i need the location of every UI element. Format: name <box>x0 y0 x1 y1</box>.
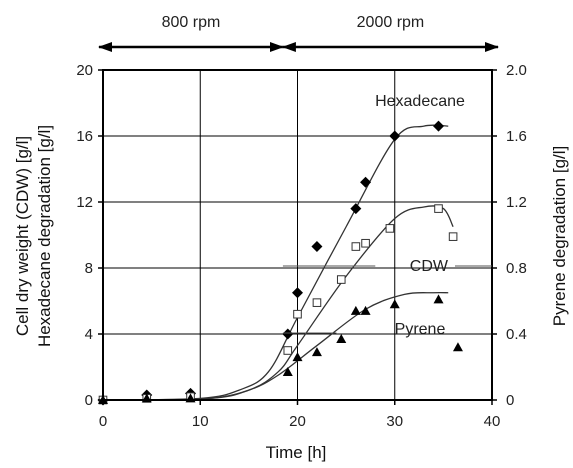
pyrene-point-11 <box>452 342 463 352</box>
x-tick-label-4: 40 <box>484 413 501 430</box>
x-tick-label-0: 0 <box>99 413 107 430</box>
cdw-point-9 <box>385 224 395 233</box>
y-right-tick-label-4: 1.6 <box>506 128 527 145</box>
fit-curves <box>102 124 454 401</box>
phase-label-0: 800 rpm <box>162 14 221 31</box>
fit-curve-pyrene <box>102 291 449 401</box>
grid-lines <box>103 70 492 400</box>
hexadecane-point-4 <box>292 287 303 299</box>
cdw-point-8 <box>361 238 370 248</box>
y-left-tick-labels: 0 4 8 12 16 20 <box>76 62 103 409</box>
series-labels: Hexadecane CDW Pyrene <box>282 93 492 338</box>
cdw-point-7 <box>351 242 361 251</box>
fit-curve-cdw <box>102 205 454 401</box>
y-axis-left-label-line1: Cell dry weight (CDW) [g/l] <box>13 136 32 336</box>
hexadecane-point-9 <box>433 120 445 132</box>
fit-curve-hexadecane <box>102 124 449 401</box>
x-axis-label: Time [h] <box>266 443 327 462</box>
x-tick-labels: 0 10 20 30 40 <box>99 400 501 430</box>
y-right-tick-label-1: 0.4 <box>506 326 527 343</box>
hexadecane-point-6 <box>350 203 362 215</box>
y-left-tick-label-4: 16 <box>76 128 93 145</box>
data-points <box>97 120 463 406</box>
pyrene-point-10 <box>433 294 444 304</box>
rpm-phases: 800 rpm 2000 rpm <box>98 14 499 52</box>
hexadecane-point-7 <box>360 176 372 188</box>
phase-label-1: 2000 rpm <box>357 14 425 31</box>
y-right-tick-label-3: 1.2 <box>506 194 527 211</box>
cdw-point-3 <box>283 346 293 355</box>
y-left-tick-label-5: 20 <box>76 62 93 79</box>
pyrene-point-9 <box>389 299 400 309</box>
series-label-hexadecane: Hexadecane <box>375 93 465 110</box>
pyrene-point-5 <box>311 347 322 357</box>
x-tick-label-1: 10 <box>192 413 209 430</box>
y-right-tick-label-0: 0 <box>506 392 514 409</box>
y-right-tick-label-2: 0.8 <box>506 260 527 277</box>
x-tick-label-3: 30 <box>386 413 403 430</box>
series-label-pyrene: Pyrene <box>395 321 446 338</box>
y-axis-right-label: Pyrene degradation [g/l] <box>550 146 569 327</box>
y-right-tick-label-5: 2.0 <box>506 62 527 79</box>
cdw-point-5 <box>312 298 322 307</box>
pyrene-point-4 <box>292 352 303 362</box>
cdw-point-10 <box>434 204 443 213</box>
cdw-point-11 <box>448 232 458 241</box>
y-left-tick-label-0: 0 <box>85 392 93 409</box>
pyrene-point-8 <box>360 305 371 315</box>
pyrene-point-3 <box>282 366 293 376</box>
y-axis-left-label-line2: Hexadecane degradation [g/l] <box>35 125 54 347</box>
y-right-tick-labels: 0 0.4 0.8 1.2 1.6 2.0 <box>492 62 527 409</box>
x-tick-label-2: 20 <box>289 413 306 430</box>
y-left-tick-label-3: 12 <box>76 194 93 211</box>
pyrene-point-7 <box>350 305 361 315</box>
cdw-point-4 <box>293 309 302 319</box>
hexadecane-point-3 <box>282 328 294 340</box>
cdw-point-6 <box>336 275 346 284</box>
y-left-tick-label-1: 4 <box>85 326 93 343</box>
y-left-tick-label-2: 8 <box>85 260 93 277</box>
hexadecane-point-5 <box>311 241 323 253</box>
hexadecane-point-8 <box>389 130 401 142</box>
pyrene-point-6 <box>336 333 347 343</box>
series-label-cdw: CDW <box>410 258 449 275</box>
